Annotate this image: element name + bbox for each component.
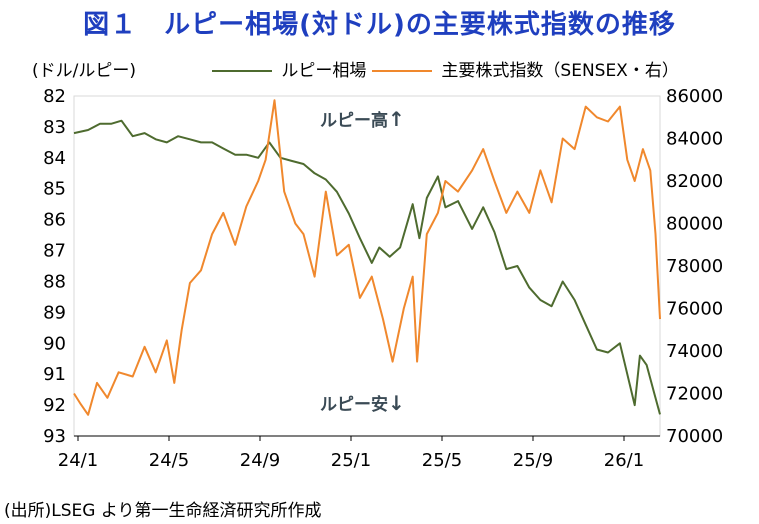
y-left-tick-label: 92: [43, 395, 66, 416]
y-right-tick-label: 76000: [666, 299, 723, 320]
legend-item-rupee: ルピー相場: [212, 56, 366, 81]
x-tick-label: 24/9: [240, 450, 280, 471]
y-left-tick-label: 88: [43, 271, 66, 292]
series-line-sensex: [73, 99, 661, 416]
x-tick-label: 25/1: [331, 450, 371, 471]
annotation-rupee-up: ルピー高↑: [320, 107, 405, 131]
series-line-rupee: [73, 119, 661, 415]
annotation-rupee-down: ルピー安↓: [320, 391, 405, 415]
y-left-tick-label: 89: [43, 302, 66, 323]
left-axis-unit: (ドル/ルピー): [32, 61, 136, 81]
y-right-tick-label: 80000: [666, 214, 723, 235]
x-tick-label: 25/9: [513, 450, 553, 471]
x-tick-label: 26/1: [604, 450, 644, 471]
y-right-tick-label: 78000: [666, 256, 723, 277]
chart-title: 図１ ルピー相場(対ドル)の主要株式指数の推移: [83, 10, 676, 40]
y-left-tick-label: 90: [43, 333, 66, 354]
y-right-tick-label: 82000: [666, 171, 723, 192]
y-right-tick-label: 74000: [666, 341, 723, 362]
legend-swatch-sensex: [372, 70, 432, 72]
legend-swatch-rupee: [212, 70, 272, 72]
legend-label-sensex: 主要株式指数（SENSEX・右）: [441, 61, 679, 81]
y-right-tick-label: 86000: [666, 86, 723, 107]
y-right-tick-label: 84000: [666, 129, 723, 150]
legend-label-rupee: ルピー相場: [281, 61, 367, 81]
source-note: (出所)LSEG より第一生命経済研究所作成: [4, 501, 322, 521]
legend-item-sensex: 主要株式指数（SENSEX・右）: [372, 56, 679, 81]
y-right-tick-label: 72000: [666, 384, 723, 405]
x-tick-label: 24/5: [149, 450, 189, 471]
y-left-tick-label: 93: [43, 426, 66, 447]
x-tick-label: 25/5: [422, 450, 462, 471]
y-left-tick-label: 82: [43, 86, 66, 107]
x-tick-label: 24/1: [58, 450, 98, 471]
y-right-tick-label: 70000: [666, 426, 723, 447]
y-left-tick-label: 91: [43, 364, 66, 385]
y-left-tick-label: 87: [43, 241, 66, 262]
y-left-tick-label: 85: [43, 179, 66, 200]
y-left-tick-label: 86: [43, 210, 66, 231]
y-left-tick-label: 83: [43, 117, 66, 138]
y-left-tick-label: 84: [43, 148, 66, 169]
